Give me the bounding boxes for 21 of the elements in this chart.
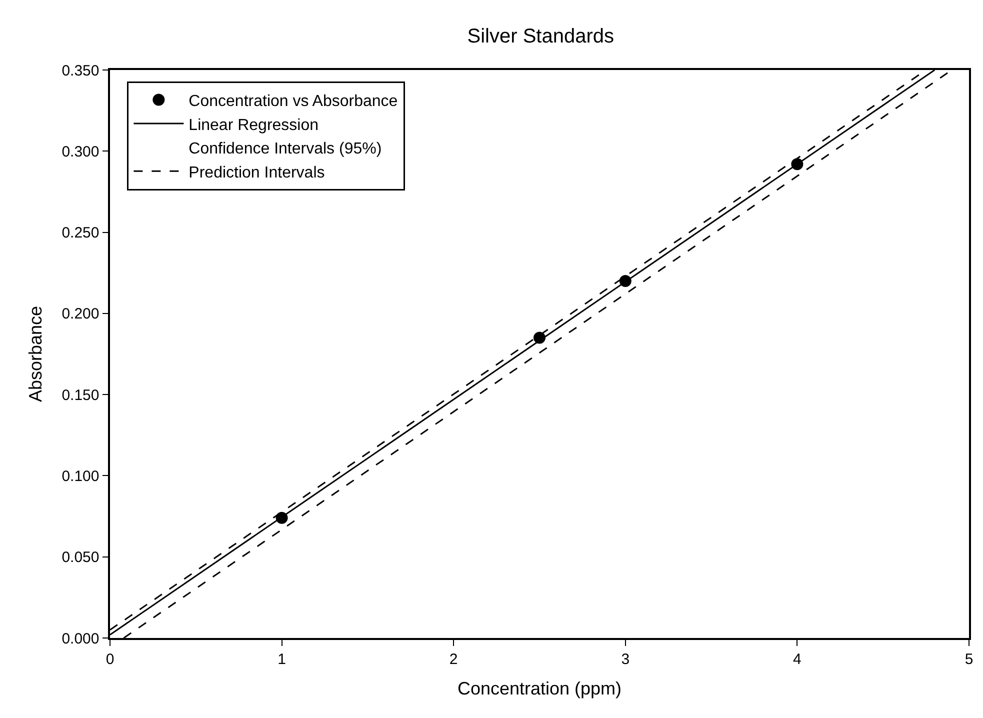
y-axis-title: Absorbance — [25, 306, 46, 402]
x-tick-label: 0 — [106, 650, 114, 668]
y-tick-label: 0.250 — [62, 224, 100, 242]
chart-title: Silver Standards — [467, 26, 614, 48]
x-tick-label: 1 — [278, 650, 286, 668]
x-axis-title: Concentration (ppm) — [457, 678, 622, 698]
text: Confidence Intervals (95%) — [188, 140, 382, 158]
legend-label: Linear Regression — [188, 116, 319, 134]
y-tick-label: 0.200 — [62, 306, 100, 323]
y-tick-label: 0.350 — [62, 62, 100, 80]
y-tick-label: 0.000 — [62, 630, 100, 648]
y-tick-label: 0.150 — [62, 386, 100, 404]
x-tick-label: 3 — [621, 650, 630, 668]
y-tick-label: 0.300 — [62, 143, 100, 160]
y-tick-label: 0.050 — [62, 549, 100, 566]
x-tick-label: 4 — [793, 650, 802, 668]
legend-label: Prediction Intervals — [188, 164, 325, 182]
y-tick-label: 0.100 — [62, 468, 100, 485]
x-tick-label: 2 — [449, 650, 458, 668]
x-tick-label: 5 — [964, 650, 974, 668]
legend-label: Concentration vs Absorbance — [188, 93, 398, 110]
